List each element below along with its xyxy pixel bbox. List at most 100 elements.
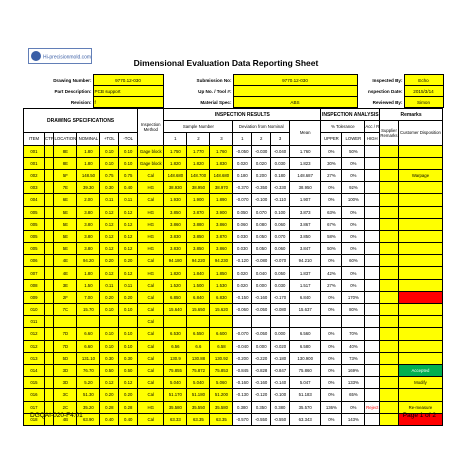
deviation-2-header: 2	[251, 132, 272, 146]
plus-tol-cell: 0.20	[99, 290, 120, 305]
pct-upper-cell: 0%	[320, 302, 343, 317]
plus-tol-cell: 0.50	[99, 363, 120, 378]
inspection-date-label: nspection Date:	[368, 88, 403, 94]
pct-lower-cell: 169%	[341, 363, 366, 378]
reviewed-by-label: Reviewed By:	[372, 99, 403, 105]
drawing-number-field[interactable]: 9770.12-030	[92, 74, 164, 86]
sample-2-cell: 1.840	[186, 266, 211, 280]
table-row: 012 7D 6.60 0.10 0.10 Cal 6.56 6.6 6.58 -0.040 0.0…	[23, 339, 444, 353]
table-row: 009 2F 7.00 0.20 0.20 Cal 6.850 6.840 6.830 -0.15…	[23, 290, 444, 305]
item-cell: 004	[23, 193, 45, 207]
minus-tol-cell: 0.10	[118, 302, 139, 317]
inspection-analysis-header: INSPECTION ANALYSIS	[320, 107, 381, 122]
pct-lower-cell: 0%	[341, 156, 366, 170]
nominal-cell: 148.50	[76, 168, 101, 183]
nominal-cell: 131.10	[76, 351, 101, 365]
table-row: 013 5D 131.10 0.30 0.30 Cal 130.9 130.88 130.92-…	[23, 351, 444, 365]
deviation-3-cell: 0.070	[270, 229, 290, 244]
supplier-remarks-cell	[379, 156, 399, 170]
sample-2-cell: 63.35	[186, 412, 211, 426]
method-cell: Cal	[137, 388, 165, 402]
inspection-date-field[interactable]: 2015/3/14	[403, 85, 444, 97]
deviation-1-cell: 0.020	[232, 156, 253, 170]
customer-disposition-cell	[397, 315, 444, 329]
mean-cell: 35.570	[288, 400, 322, 414]
pct-lower-cell: 0%	[341, 400, 366, 414]
ctf-cell	[43, 229, 55, 244]
acc-rej-header: Acc / Rej	[364, 120, 381, 134]
supplier-remarks-cell	[379, 266, 399, 280]
deviation-2-cell: -0.550	[251, 412, 272, 426]
deviation-3-cell: -0.330	[270, 181, 290, 195]
ctf-cell	[43, 181, 55, 195]
minus-tol-cell	[118, 315, 139, 329]
ctf-col-header: CTF	[43, 132, 55, 146]
sample-2-cell: 3.880	[186, 217, 211, 231]
deviation-3-cell: 0.060	[270, 217, 290, 231]
acc-rej-cell: Reject	[364, 400, 381, 414]
sample-1-cell: 130.9	[163, 351, 188, 365]
supplier-remarks-cell	[379, 205, 399, 219]
table-row: 012 7D 6.60 0.10 0.10 Cal 6.530 6.550 6.600 -0.07…	[23, 327, 444, 341]
plus-tol-cell: 0.10	[99, 327, 120, 341]
mean-cell: 51.183	[288, 388, 322, 402]
acc-rej-cell	[364, 388, 381, 402]
method-cell: Cal	[137, 376, 165, 390]
part-description-field[interactable]: PCB support	[92, 85, 164, 97]
customer-disposition-header: Customer Disposition	[397, 120, 444, 146]
sample-3-cell: 1.890	[209, 193, 234, 207]
material-spec-field[interactable]: ABS	[232, 96, 358, 108]
ctf-cell	[43, 156, 55, 170]
inspection-method-header: Inspection Method	[137, 108, 165, 146]
nominal-cell: 3.80	[76, 242, 101, 256]
pct-lower-cell: 73%	[341, 351, 366, 365]
nominal-cell: 1.80	[76, 156, 101, 170]
sample-1-cell: 35.580	[163, 400, 188, 414]
pct-upper-cell: 27%	[320, 278, 343, 292]
pct-upper-cell: 30%	[320, 156, 343, 170]
item-cell: 012	[23, 327, 45, 341]
revision-field[interactable]: f	[92, 96, 164, 108]
pct-lower-cell: 65%	[341, 388, 366, 402]
nominal-cell: 1.80	[76, 266, 101, 280]
table-row: 017 2C 35.20 0.28 0.28 HG 35.580 35.550 35.580 0.…	[23, 400, 444, 414]
ctf-cell	[43, 217, 55, 231]
part-description-label: Part Description:	[54, 88, 92, 94]
sample-3-cell: 1.850	[209, 266, 234, 280]
acc-rej-cell	[364, 351, 381, 365]
sample-2-header: 2	[186, 132, 211, 146]
item-cell: 006	[23, 254, 45, 268]
pct-lower-cell: 143%	[341, 412, 366, 426]
submission-no-field[interactable]: 9770.12-030	[232, 74, 358, 86]
method-cell: Gage block	[137, 144, 165, 158]
nominal-cell: 63.90	[76, 412, 101, 426]
deviation-2-cell: -0.350	[251, 181, 272, 195]
mean-cell	[288, 315, 322, 329]
deviation-1-cell: -0.050	[232, 144, 253, 158]
deviation-1-cell: 0.180	[232, 168, 253, 183]
acc-rej-cell	[364, 376, 381, 390]
up-no-field[interactable]	[232, 85, 358, 97]
inspected-by-field[interactable]: Echo	[403, 74, 444, 86]
deviation-1-header: 1	[232, 132, 253, 146]
reviewed-by-field[interactable]: Simon	[403, 96, 444, 108]
ctf-cell	[43, 168, 55, 183]
item-cell: 005	[23, 205, 45, 219]
sample-1-cell	[163, 315, 188, 329]
sample-2-cell: 5.040	[186, 376, 211, 390]
acc-rej-cell	[364, 217, 381, 231]
plus-tol-cell: 0.11	[99, 278, 120, 292]
sample-1-cell: 63.33	[163, 412, 188, 426]
minus-tol-col-header: -TOL	[118, 132, 139, 146]
location-cell: 7D	[53, 339, 78, 353]
method-cell: Cal	[137, 290, 165, 305]
nominal-cell: 15.70	[76, 302, 101, 317]
item-cell: 005	[23, 217, 45, 231]
sample-1-cell: 3.830	[163, 242, 188, 256]
location-cell: 7C	[53, 302, 78, 317]
page-number: Page 1 of 2	[402, 412, 436, 419]
pct-upper-cell: 0%	[320, 388, 343, 402]
method-cell: HG	[137, 242, 165, 256]
deviation-3-cell: 0.180	[270, 168, 290, 183]
mean-cell: 130.900	[288, 351, 322, 365]
